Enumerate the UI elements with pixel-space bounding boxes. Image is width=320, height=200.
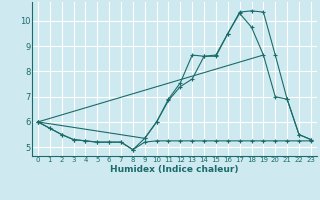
X-axis label: Humidex (Indice chaleur): Humidex (Indice chaleur) <box>110 165 239 174</box>
